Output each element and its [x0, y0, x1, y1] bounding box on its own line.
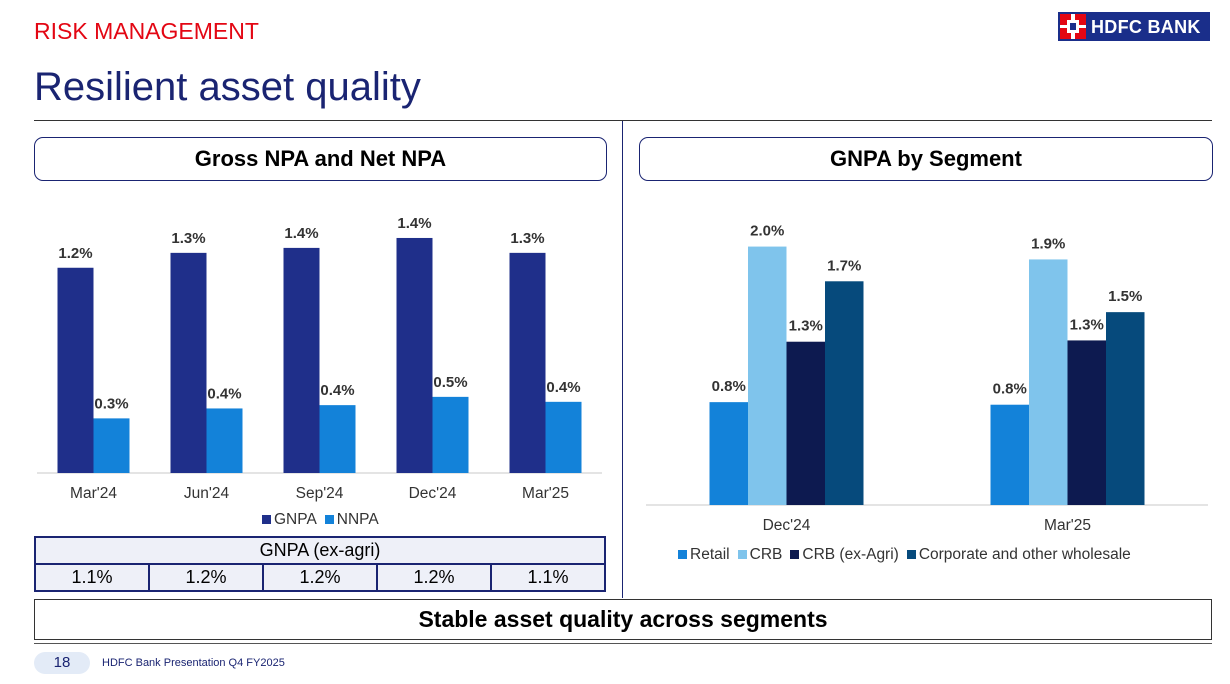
label-gnpa-dec-24: 1.4% — [397, 215, 431, 232]
legend-item-nnpa: NNPA — [324, 511, 379, 528]
tick-label-dec-24: Dec'24 — [409, 485, 457, 502]
bar-corporate-and-other-wholesale-mar-25 — [1106, 312, 1145, 505]
exagri-value-mar-25: 1.1% — [490, 563, 606, 592]
npa-chart-legend: GNPA NNPA — [262, 511, 387, 529]
legend-label-crb: CRB — [749, 546, 783, 563]
legend-swatch-crb-ex-agri — [790, 550, 800, 559]
footer-text: HDFC Bank Presentation Q4 FY2025 — [102, 657, 285, 669]
tick-label-jun-24: Jun'24 — [184, 485, 230, 502]
label-nnpa-sep-24: 0.4% — [320, 382, 354, 399]
label-crb-ex-agri-mar-25: 1.3% — [1070, 316, 1104, 333]
bar-gnpa-mar-24 — [57, 267, 94, 473]
segment-chart-legend: Retail CRB CRB (ex-Agri) Corporate and othe… — [678, 546, 1139, 564]
exagri-value-dec-24: 1.2% — [376, 563, 492, 592]
gnpa-ex-agri-table: GNPA (ex-agri) 1.1% 1.2% 1.2% 1.2% 1.1% — [34, 536, 606, 592]
logo-text: HDFC BANK — [1091, 17, 1201, 37]
label-nnpa-dec-24: 0.5% — [433, 374, 467, 391]
hdfc-logo-mark-icon — [1060, 14, 1086, 39]
legend-swatch-nnpa — [324, 515, 334, 524]
tick-label-mar-25: Mar'25 — [522, 485, 569, 502]
legend-swatch-corporate-and-other-wholesale — [906, 550, 916, 559]
bar-gnpa-sep-24 — [283, 247, 320, 473]
tick-label-mar-24: Mar'24 — [70, 485, 117, 502]
legend-item-retail: Retail — [678, 546, 730, 563]
bar-gnpa-dec-24 — [396, 237, 433, 473]
label-crb-dec-24: 2.0% — [750, 223, 784, 240]
hdfc-bank-logo: HDFC BANK — [1058, 12, 1210, 41]
label-nnpa-mar-25: 0.4% — [546, 379, 580, 396]
footer-divider — [34, 643, 1212, 644]
panel-divider — [622, 121, 623, 598]
label-retail-dec-24: 0.8% — [712, 378, 746, 395]
npa-panel-header: Gross NPA and Net NPA — [34, 137, 607, 181]
label-nnpa-jun-24: 0.4% — [207, 385, 241, 402]
legend-swatch-crb — [737, 550, 747, 559]
exagri-header: GNPA (ex-agri) — [34, 536, 606, 565]
legend-swatch-gnpa — [262, 515, 271, 524]
bar-nnpa-dec-24 — [432, 396, 469, 473]
label-gnpa-mar-24: 1.2% — [58, 245, 92, 262]
bar-gnpa-mar-25 — [509, 252, 546, 473]
section-tag: RISK MANAGEMENT — [34, 18, 259, 44]
label-retail-mar-25: 0.8% — [993, 381, 1027, 398]
bar-crb-dec-24 — [748, 246, 787, 506]
legend-label-corporate-and-other-wholesale: Corporate and other wholesale — [918, 546, 1131, 563]
label-corporate-and-other-wholesale-dec-24: 1.7% — [827, 257, 861, 274]
label-gnpa-jun-24: 1.3% — [171, 230, 205, 247]
page-number: 18 — [34, 652, 90, 674]
legend-swatch-retail — [678, 550, 687, 559]
tick-label-dec-24: Dec'24 — [763, 517, 811, 534]
exagri-value-sep-24: 1.2% — [262, 563, 378, 592]
label-corporate-and-other-wholesale-mar-25: 1.5% — [1108, 288, 1142, 305]
label-crb-mar-25: 1.9% — [1031, 235, 1065, 252]
legend-item-corporate-and-other-wholesale: Corporate and other wholesale — [906, 546, 1131, 563]
label-crb-ex-agri-dec-24: 1.3% — [789, 318, 823, 335]
bar-corporate-and-other-wholesale-dec-24 — [825, 281, 864, 505]
bar-nnpa-sep-24 — [319, 405, 356, 473]
bar-nnpa-jun-24 — [206, 408, 243, 473]
bar-nnpa-mar-25 — [545, 401, 582, 473]
bar-crb-ex-agri-mar-25 — [1067, 340, 1106, 505]
bar-crb-mar-25 — [1029, 259, 1068, 505]
label-gnpa-mar-25: 1.3% — [510, 230, 544, 247]
bar-nnpa-mar-24 — [93, 418, 130, 473]
legend-item-gnpa: GNPA — [262, 511, 317, 528]
page-title: Resilient asset quality — [34, 65, 421, 109]
exagri-values-row: 1.1% 1.2% 1.2% 1.2% 1.1% — [34, 563, 606, 592]
label-gnpa-sep-24: 1.4% — [284, 225, 318, 242]
bar-retail-dec-24 — [709, 402, 748, 505]
bar-gnpa-jun-24 — [170, 252, 207, 473]
conclusion-banner: Stable asset quality across segments — [34, 599, 1212, 640]
bar-retail-mar-25 — [990, 404, 1029, 505]
segment-panel-header: GNPA by Segment — [639, 137, 1213, 181]
tick-label-sep-24: Sep'24 — [296, 485, 344, 502]
legend-item-crb-ex-agri: CRB (ex-Agri) — [790, 546, 899, 563]
exagri-value-jun-24: 1.2% — [148, 563, 264, 592]
tick-label-mar-25: Mar'25 — [1044, 517, 1091, 534]
legend-label-gnpa: GNPA — [274, 511, 317, 528]
legend-label-crb-ex-agri: CRB (ex-Agri) — [802, 546, 899, 563]
legend-label-nnpa: NNPA — [336, 511, 379, 528]
legend-label-retail: Retail — [690, 546, 730, 563]
exagri-value-mar-24: 1.1% — [34, 563, 150, 592]
label-nnpa-mar-24: 0.3% — [94, 395, 128, 412]
bar-crb-ex-agri-dec-24 — [786, 341, 825, 505]
title-divider — [34, 120, 1212, 121]
legend-item-crb: CRB — [737, 546, 783, 563]
